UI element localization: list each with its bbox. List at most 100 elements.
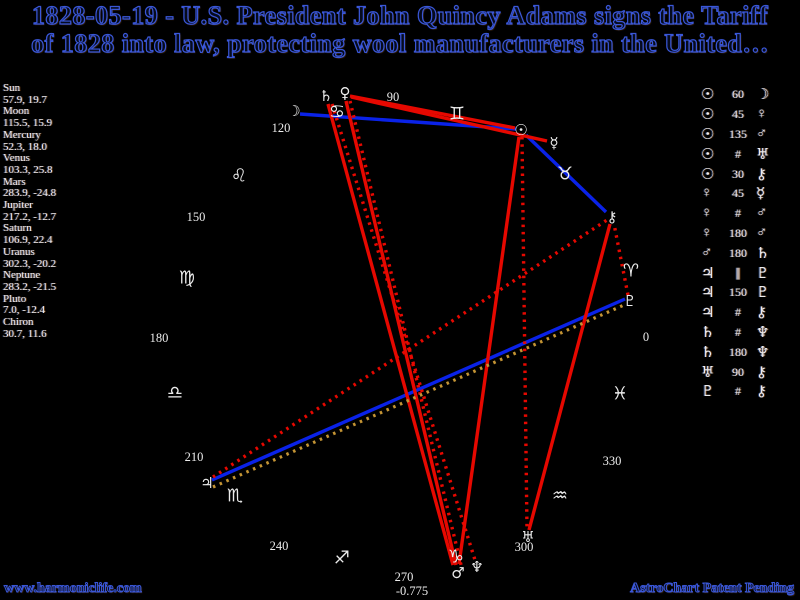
degree-label-210: 210 <box>185 450 204 464</box>
planet-coordinates: 103.3, 25.8 <box>3 163 53 176</box>
aspect-line-venus-mercury-45 <box>350 95 548 143</box>
aspect-row: ♇ # ⚷ <box>701 382 778 402</box>
planet-name: Saturn <box>3 222 32 235</box>
zodiac-glyph-aries: ♈ <box>623 261 639 282</box>
aspect-angle: # <box>735 305 741 320</box>
chart-planet-neptune: ♆ <box>470 558 483 576</box>
chart-planet-saturn: ♄ <box>319 87 332 105</box>
aspect-row: ♀ 180 ♂ <box>701 224 778 244</box>
aspect-line-saturn-neptune-cpar <box>330 103 477 561</box>
planet-coordinates: 283.9, -24.8 <box>3 187 57 200</box>
aspect-line-venus-mars-cpar <box>348 100 463 566</box>
planet-name: Mercury <box>3 128 41 141</box>
aspect-row: ☉ 135 ♂ <box>701 125 778 145</box>
planet-name: Venus <box>3 152 30 165</box>
degree-label-0: 0 <box>643 330 649 344</box>
zodiac-glyph-aquarius: ♒ <box>552 486 568 507</box>
aspect-planet2-glyph: ♆ <box>756 344 770 361</box>
ephemeris-entry: Mercury 52.3, 18.0 <box>3 128 56 153</box>
aspect-planet1-glyph: ♀ <box>701 224 713 241</box>
aspect-angle: 45 <box>732 107 744 122</box>
aspect-angle: 150 <box>729 285 747 300</box>
chart-planet-mercury: ☿ <box>549 134 558 152</box>
aspect-planet1-glyph: ☉ <box>701 166 715 183</box>
aspect-row: ☉ # ♅ <box>701 144 778 164</box>
planet-coordinates: 217.2, -12.7 <box>3 210 57 223</box>
planet-coordinates: 52.3, 18.0 <box>3 140 47 153</box>
aspect-planet2-glyph: ♇ <box>756 285 770 302</box>
planet-name: Pluto <box>3 292 27 305</box>
chart-planet-sun: ☉ <box>514 121 527 139</box>
aspect-planet2-glyph: ♅ <box>756 146 770 163</box>
degree-label-330: 330 <box>603 454 622 468</box>
zodiac-glyph-virgo: ♍ <box>179 268 195 289</box>
aspect-planet2-glyph: ♆ <box>756 324 770 341</box>
degree-label-270: 270 <box>395 570 414 584</box>
degree-label-180: 180 <box>150 331 169 345</box>
aspect-planet1-glyph: ♀ <box>701 205 713 222</box>
planet-name: Chiron <box>3 316 34 329</box>
aspect-planet2-glyph: ♂ <box>756 224 768 241</box>
ephemeris-entry: Neptune 283.2, -21.5 <box>3 270 56 293</box>
aspect-line-jupiter-chiron-cpar <box>212 218 608 479</box>
degree-label--0.775: -0.775 <box>396 584 428 598</box>
aspect-angle: 60 <box>732 87 744 102</box>
zodiac-glyph-sagittarius: ♐ <box>334 548 350 569</box>
zodiac-glyph-scorpio: ♏ <box>227 486 243 507</box>
ephemeris-entry: Uranus 302.3, -20.2 <box>3 246 57 270</box>
aspect-row: ♄ 180 ♆ <box>701 342 778 362</box>
ephemeris-list: Sun 57.9, 19.7 Moon 115.5, 15.9 Mercury … <box>3 82 57 340</box>
event-title-line2: of 1828 into law, protecting wool manufa… <box>30 29 769 58</box>
aspect-row: ☉ 45 ♀ <box>701 105 778 125</box>
aspect-angle: 180 <box>729 245 747 260</box>
aspect-row: ♂ 180 ♄ <box>701 243 778 263</box>
aspect-planet2-glyph: ♂ <box>756 125 768 142</box>
chart-planet-pluto: ♇ <box>623 292 636 310</box>
ephemeris-entry: Chiron 30.7, 11.6 <box>3 316 56 340</box>
aspect-row: ♀ # ♂ <box>701 204 778 224</box>
aspect-angle: 180 <box>729 225 747 240</box>
degree-label-300: 300 <box>515 540 534 554</box>
aspect-angle: 180 <box>729 344 747 359</box>
planet-coordinates: 30.7, 11.6 <box>3 327 47 340</box>
zodiac-glyph-gemini: ♊ <box>449 104 465 125</box>
chart-planet-venus: ♀ <box>340 84 351 102</box>
chart-planet-uranus: ♅ <box>521 528 534 546</box>
aspect-planet2-glyph: ♂ <box>756 205 768 222</box>
planet-coordinates: 106.9, 22.4 <box>3 234 53 247</box>
aspect-angle: # <box>735 324 741 339</box>
planet-name: Mars <box>3 175 26 188</box>
planet-coordinates: 57.9, 19.7 <box>3 93 47 106</box>
zodiac-glyph-capricorn: ♑ <box>448 547 464 568</box>
aspect-planet2-glyph: ♇ <box>756 265 770 282</box>
zodiac-glyph-cancer: ♋ <box>329 102 345 123</box>
aspect-row: ☉ 30 ⚷ <box>701 164 778 184</box>
aspect-planet1-glyph: ♇ <box>701 384 715 401</box>
aspect-angle: # <box>735 384 741 399</box>
planet-name: Neptune <box>3 269 41 282</box>
aspect-angle: ∥ <box>735 265 741 280</box>
planet-coordinates: 7.0, -12.4 <box>3 304 46 317</box>
aspect-planet1-glyph: ♃ <box>701 285 715 302</box>
planet-coordinates: 302.3, -20.2 <box>3 257 57 270</box>
planet-coordinates: 115.5, 15.9 <box>3 117 53 130</box>
aspect-row: ♀ 45 ☿ <box>701 184 778 204</box>
aspect-line-saturn-mars-180 <box>326 103 455 566</box>
degree-label-150: 150 <box>187 210 206 224</box>
aspect-row: ♅ 90 ⚷ <box>701 362 778 382</box>
aspect-planet1-glyph: ♀ <box>701 185 713 202</box>
aspect-line-jupiter-pluto-150 <box>211 297 626 482</box>
aspect-planet1-glyph: ☉ <box>701 126 715 143</box>
chart-planet-moon: ☽ <box>287 102 300 120</box>
aspect-row: ☉ 60 ☽ <box>701 85 778 105</box>
aspect-row: ♃ # ⚷ <box>701 303 778 323</box>
aspect-angle: 135 <box>729 126 747 141</box>
ephemeris-entry: Mars 283.9, -24.8 <box>3 175 57 200</box>
zodiac-glyph-libra: ♎ <box>167 383 183 404</box>
zodiac-glyph-pisces: ♓ <box>612 384 628 405</box>
aspect-table: ☉ 60 ☽ ☉ 45 ♀ ☉ 135 ♂ ☉ # ♅ <box>701 85 778 402</box>
aspect-planet2-glyph: ⚷ <box>756 166 767 183</box>
chart-planet-chiron: ⚷ <box>607 208 618 226</box>
